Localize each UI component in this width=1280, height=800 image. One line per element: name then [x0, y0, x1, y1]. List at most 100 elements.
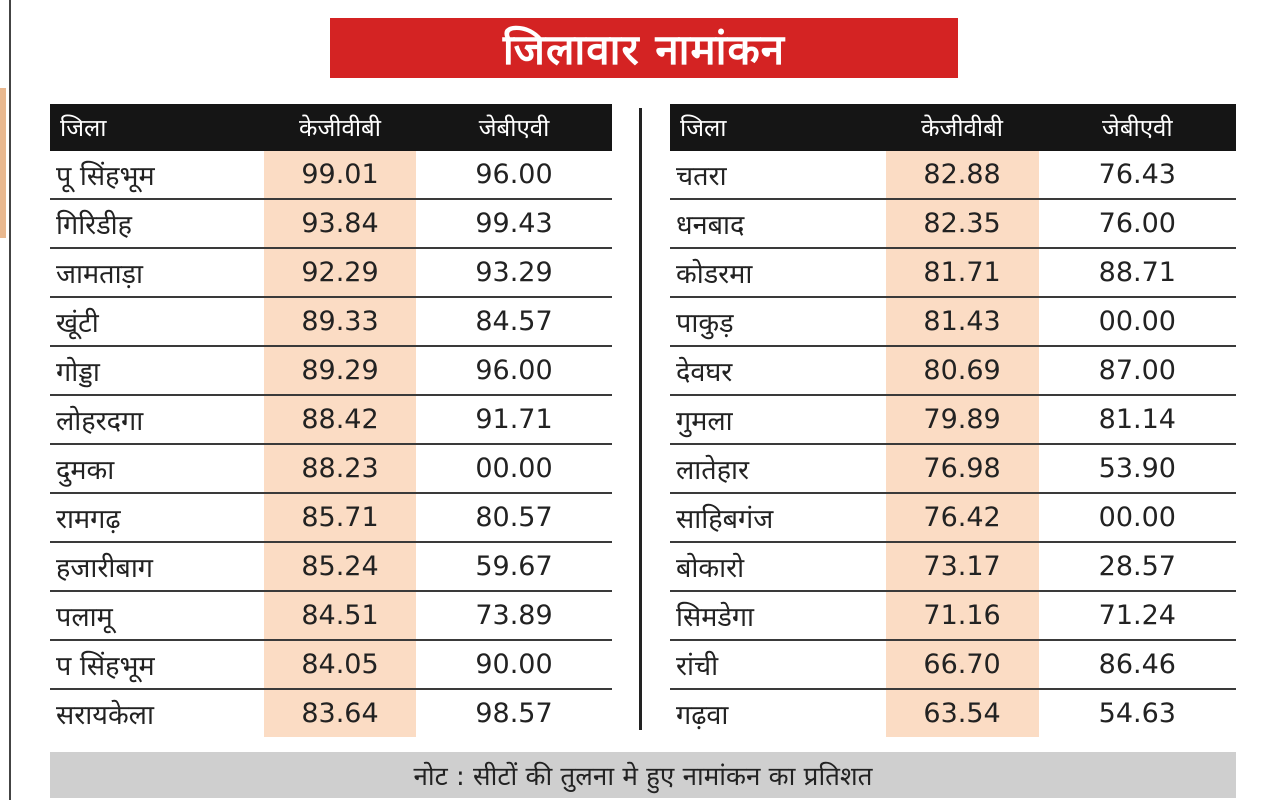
kgbv-value-cell: 93.84 — [264, 199, 416, 249]
district-name-cell: पू सिंहभूम — [50, 151, 264, 200]
jbav-value-cell: 84.57 — [416, 297, 612, 347]
table-row: बोकारो 73.17 28.57 — [670, 542, 1236, 592]
jbav-value-cell: 73.89 — [416, 591, 612, 641]
header-kgbv: केजीवीबी — [264, 104, 416, 151]
jbav-value-cell: 88.71 — [1038, 248, 1236, 298]
kgbv-value-cell: 85.24 — [264, 542, 416, 592]
kgbv-value-cell: 89.33 — [264, 297, 416, 347]
kgbv-value-cell: 88.42 — [264, 395, 416, 445]
district-name-cell: लातेहार — [670, 444, 886, 494]
jbav-value-cell: 00.00 — [1038, 493, 1236, 543]
header-district: जिला — [670, 104, 886, 151]
jbav-value-cell: 96.00 — [416, 346, 612, 396]
table-row: प सिंहभूम 84.05 90.00 — [50, 640, 612, 690]
district-name-cell: प सिंहभूम — [50, 640, 264, 690]
district-name-cell: रामगढ़ — [50, 493, 264, 543]
table-header-row: जिला केजीवीबी जेबीएवी — [670, 104, 1236, 151]
district-name-cell: खूंटी — [50, 297, 264, 347]
kgbv-value-cell: 84.51 — [264, 591, 416, 641]
header-jbav: जेबीएवी — [416, 104, 612, 151]
jbav-value-cell: 98.57 — [475, 698, 553, 729]
kgbv-value-cell: 76.42 — [885, 493, 1039, 543]
jbav-value-cell: 90.00 — [416, 640, 612, 690]
table-row: पलामू 84.51 73.89 — [50, 591, 612, 641]
kgbv-value-cell: 80.69 — [885, 346, 1039, 396]
kgbv-value-cell: 85.71 — [264, 493, 416, 543]
table-row: रामगढ़ 85.71 80.57 — [50, 493, 612, 543]
title-banner: जिलावार नामांकन — [330, 18, 958, 78]
jbav-value-cell: 28.57 — [1038, 542, 1236, 592]
jbav-value-cell: 91.71 — [416, 395, 612, 445]
table-row: धनबाद 82.35 76.00 — [670, 199, 1236, 249]
district-name-cell: पलामू — [50, 591, 264, 641]
jbav-value-cell: 87.00 — [1038, 346, 1236, 396]
district-name-cell: जामताड़ा — [50, 248, 264, 298]
table-header-row: जिला केजीवीबी जेबीएवी — [50, 104, 612, 151]
left-district-table: जिला केजीवीबी जेबीएवी पू सिंहभूम 99.01 96.… — [50, 104, 612, 737]
kgbv-value-cell: 81.71 — [885, 248, 1039, 298]
district-name-cell: हजारीबाग — [50, 542, 264, 592]
table-row: देवघर 80.69 87.00 — [670, 346, 1236, 396]
table-row: पू सिंहभूम 99.01 96.00 — [50, 151, 612, 200]
jbav-value-cell: 00.00 — [416, 444, 612, 494]
kgbv-value-cell: 73.17 — [885, 542, 1039, 592]
header-jbav: जेबीएवी — [1038, 104, 1236, 151]
table-row: सरायकेला 83.64 98.57 — [50, 689, 612, 737]
district-name-cell: साहिबगंज — [670, 493, 886, 543]
jbav-value-cell: 81.14 — [1038, 395, 1236, 445]
table-row: कोडरमा 81.71 88.71 — [670, 248, 1236, 298]
table-row: सिमडेगा 71.16 71.24 — [670, 591, 1236, 641]
jbav-value-cell: 76.43 — [1038, 151, 1236, 200]
table-row: लातेहार 76.98 53.90 — [670, 444, 1236, 494]
district-name-cell: गुमला — [670, 395, 886, 445]
jbav-value-cell: 53.90 — [1038, 444, 1236, 494]
district-name-cell: कोडरमा — [670, 248, 886, 298]
kgbv-value-cell: 63.54 — [885, 689, 1039, 737]
table-row: खूंटी 89.33 84.57 — [50, 297, 612, 347]
district-name-cell: बोकारो — [670, 542, 886, 592]
jbav-value-cell: 80.57 — [416, 493, 612, 543]
district-name-cell: चतरा — [670, 151, 886, 200]
kgbv-value-cell: 81.43 — [885, 297, 1039, 347]
table-row: चतरा 82.88 76.43 — [670, 151, 1236, 200]
district-name-cell: पाकुड़ — [670, 297, 886, 347]
kgbv-value-cell: 82.88 — [885, 151, 1039, 200]
district-name-cell: सिमडेगा — [670, 591, 886, 641]
kgbv-value-cell: 71.16 — [885, 591, 1039, 641]
kgbv-value-cell: 79.89 — [885, 395, 1039, 445]
kgbv-value-cell: 84.05 — [264, 640, 416, 690]
table-row: साहिबगंज 76.42 00.00 — [670, 493, 1236, 543]
table-row: पाकुड़ 81.43 00.00 — [670, 297, 1236, 347]
table-row: रांची 66.70 86.46 — [670, 640, 1236, 690]
district-name-cell: गढ़वा — [676, 700, 729, 731]
table-row: लोहरदगा 88.42 91.71 — [50, 395, 612, 445]
table-row: गढ़वा 63.54 54.63 — [670, 689, 1236, 737]
table-row: हजारीबाग 85.24 59.67 — [50, 542, 612, 592]
jbav-value-cell: 96.00 — [416, 151, 612, 200]
district-name-cell: गोड्डा — [50, 346, 264, 396]
district-name-cell: देवघर — [670, 346, 886, 396]
district-name-cell: लोहरदगा — [50, 395, 264, 445]
page-edge-accent — [0, 88, 6, 238]
jbav-value-cell: 86.46 — [1038, 640, 1236, 690]
kgbv-value-cell: 89.29 — [264, 346, 416, 396]
district-name-cell: धनबाद — [670, 199, 886, 249]
district-name-cell: दुमका — [50, 444, 264, 494]
kgbv-value-cell: 76.98 — [885, 444, 1039, 494]
table-row: गिरिडीह 93.84 99.43 — [50, 199, 612, 249]
page-edge-line — [9, 0, 11, 800]
column-divider — [639, 108, 642, 730]
table-row: गुमला 79.89 81.14 — [670, 395, 1236, 445]
jbav-value-cell: 54.63 — [1098, 698, 1176, 729]
jbav-value-cell: 93.29 — [416, 248, 612, 298]
note-text: नोट : सीटों की तुलना मे हुए नामांकन का प… — [413, 762, 873, 792]
table-row: गोड्डा 89.29 96.00 — [50, 346, 612, 396]
kgbv-value-cell: 83.64 — [264, 689, 416, 737]
page-title: जिलावार नामांकन — [502, 24, 786, 74]
kgbv-value-cell: 82.35 — [885, 199, 1039, 249]
kgbv-value-cell: 99.01 — [264, 151, 416, 200]
jbav-value-cell: 59.67 — [416, 542, 612, 592]
table-row: जामताड़ा 92.29 93.29 — [50, 248, 612, 298]
district-name-cell: रांची — [670, 640, 886, 690]
